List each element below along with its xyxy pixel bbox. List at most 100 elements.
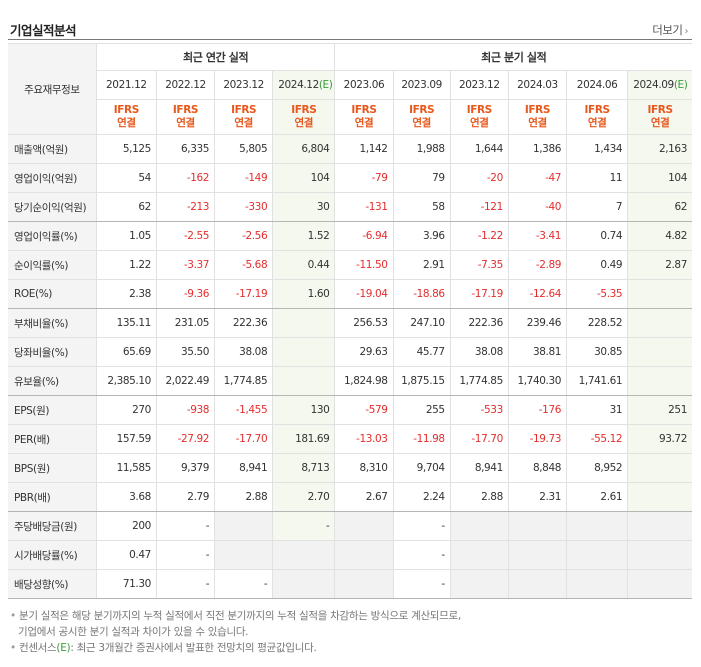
standard-consolidated: 연결 [294,117,314,129]
data-cell [214,511,274,541]
data-cell: 1,741.61 [566,366,629,396]
row-label: 영업이익률(%) [8,221,97,251]
data-cell: 1.52 [272,221,336,251]
standard-ifrs: IFRS [172,104,199,116]
period-label: 2023.12 [223,79,264,91]
section-title: 기업실적분석 [10,23,77,38]
table-row: 당좌비율(%) 65.69 35.50 38.08 29.63 45.77 38.08 38.… [8,337,692,367]
data-cell: -9.36 [155,279,216,309]
corner-header: 주요재무정보 [8,43,97,135]
data-cell: -79 [334,163,394,193]
table-row: BPS(원) 11,585 9,379 8,941 8,713 8,310 9,704 8,9… [8,453,692,483]
data-cell [272,308,336,338]
standard-consolidated: 연결 [470,117,489,129]
data-cell: 8,941 [214,453,274,483]
row-label: 영업이익(억원) [8,163,97,193]
data-cell: 1,824.98 [334,366,394,396]
data-cell: -20 [449,163,509,193]
data-cell [566,569,629,599]
row-label: PER(배) [8,424,97,454]
data-cell: 62 [627,192,692,222]
table-row: 주당배당금(원) 200- - - [8,511,692,541]
data-cell: -11.50 [334,250,394,280]
standard-consolidated: 연결 [117,117,136,129]
data-cell: -2.55 [155,221,216,251]
period-header: 2023.09 [392,70,451,100]
more-link[interactable]: 더보기 › [652,22,688,38]
standard-row: IFRS 연결 IFRS 연결 IFRS 연결 IFRS 연결 IFRS 연결 IFRS 연결 IFRS… [8,99,692,135]
data-cell: - [214,569,274,599]
data-cell [214,540,274,570]
data-cell [627,366,692,396]
data-cell [627,453,692,483]
estimate-mark: (E) [673,79,688,91]
data-cell: 2.91 [392,250,451,280]
data-cell: -17.70 [214,424,274,454]
data-cell: 1,434 [566,134,629,164]
data-cell: 1,774.85 [449,366,509,396]
row-label: 부채비율(%) [8,308,97,338]
footnote-3-estimate-mark: (E) [56,642,71,654]
table-row: 부채비율(%) 135.11 231.05 222.36 256.53 247.10 222… [8,308,692,338]
footnote-3: • 컨센서스(E): 최근 3개월간 증권사에서 발표한 전망치의 평균값입니다… [10,640,461,656]
data-cell: 79 [392,163,451,193]
data-cell: 3.96 [392,221,451,251]
data-cell: -47 [507,163,568,193]
row-label: EPS(원) [8,395,97,425]
footnote-2: 기업에서 공시한 분기 실적과 차이가 있을 수 있습니다. [10,624,461,640]
data-cell: 200 [95,511,157,541]
data-cell: -5.35 [566,279,629,309]
data-cell: 135.11 [95,308,157,338]
data-cell: - [392,569,451,599]
data-cell: 2.67 [334,482,394,512]
data-cell: -579 [334,395,394,425]
data-cell [627,337,692,367]
footnote-3-suffix: : 최근 3개월간 증권사에서 발표한 전망치의 평균값입니다. [70,642,317,654]
row-label: 순이익률(%) [8,250,97,280]
data-cell: 0.74 [566,221,629,251]
data-cell: -13.03 [334,424,394,454]
data-cell: -18.86 [392,279,451,309]
accounting-standard-header: IFRS 연결 [155,99,216,135]
bullet-icon: • [10,642,16,654]
data-cell: -3.41 [507,221,568,251]
annual-group-header: 최근 연간 실적 [95,43,336,71]
data-cell: -55.12 [566,424,629,454]
data-cell: 181.69 [272,424,336,454]
data-cell [334,569,394,599]
data-cell: 45.77 [392,337,451,367]
data-cell: 0.44 [272,250,336,280]
data-cell: 4.82 [627,221,692,251]
data-cell: 251 [627,395,692,425]
data-cell: 11,585 [95,453,157,483]
period-header: 2023.06 [334,70,394,100]
data-cell: 38.81 [507,337,568,367]
period-label: 2022.12 [165,79,206,91]
accounting-standard-header: IFRS 연결 [627,99,692,135]
data-cell [627,279,692,309]
data-cell: 2.87 [627,250,692,280]
period-label: 2024.06 [576,79,618,91]
data-cell: 2.61 [566,482,629,512]
accounting-standard-header: IFRS 연결 [507,99,568,135]
data-cell [627,308,692,338]
data-cell [507,511,568,541]
data-cell: 2.88 [449,482,509,512]
data-cell: 9,704 [392,453,451,483]
data-cell: 1,988 [392,134,451,164]
row-label: 유보율(%) [8,366,97,396]
data-cell: 8,952 [566,453,629,483]
data-cell: 0.47 [95,540,157,570]
table-row: 유보율(%) 2,385.10 2,022.49 1,774.85 1,824.98 1,… [8,366,692,396]
data-cell: -1.22 [449,221,509,251]
standard-consolidated: 연결 [234,117,253,129]
period-header: 2023.12 [449,70,509,100]
period-label: 2023.06 [343,79,385,91]
row-label: 매출액(억원) [8,134,97,164]
data-cell [627,511,692,541]
standard-consolidated: 연결 [587,117,607,129]
data-cell: -7.35 [449,250,509,280]
data-cell: 7 [566,192,629,222]
data-cell [449,569,509,599]
data-cell: 222.36 [449,308,509,338]
